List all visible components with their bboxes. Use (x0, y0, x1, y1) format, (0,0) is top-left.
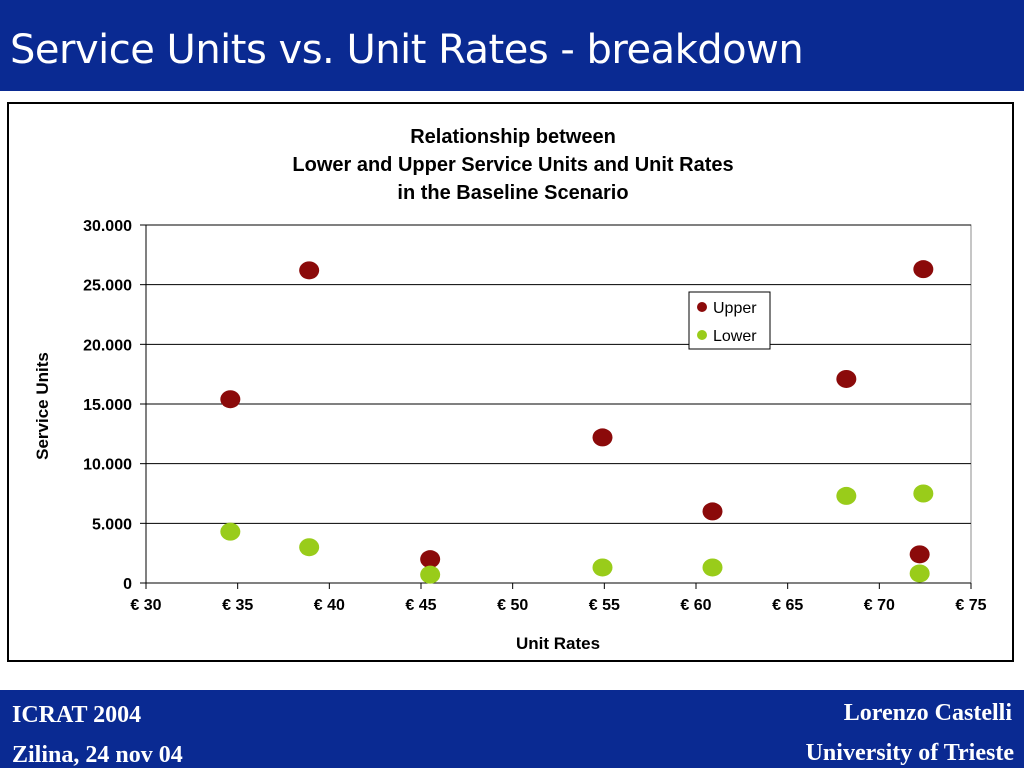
legend: Upper Lower (688, 291, 771, 350)
y-tick-label: 5.000 (92, 516, 132, 533)
data-points (220, 260, 934, 584)
chart-title-line-1: Relationship between (410, 126, 616, 148)
y-tick-label: 25.000 (83, 278, 132, 295)
x-tick-label: € 70 (864, 597, 895, 614)
x-axis-label: Unit Rates (516, 634, 600, 653)
legend-label-upper: Upper (713, 300, 757, 317)
conference-name: ICRAT 2004 (12, 702, 142, 728)
data-point-upper (592, 428, 613, 447)
x-tick-label: € 75 (955, 597, 986, 614)
x-tick-label: € 65 (772, 597, 803, 614)
axes: 0 5.000 10.000 15.000 20.000 25.000 30.000 € 30… (83, 218, 987, 614)
chart-title-line-3: in the Baseline Scenario (397, 182, 628, 204)
y-tick-label: 30.000 (83, 218, 132, 235)
data-point-upper (836, 369, 857, 388)
y-tick-label: 15.000 (83, 397, 132, 414)
x-tick-label: € 40 (314, 597, 345, 614)
x-tick-label: € 50 (497, 597, 528, 614)
author-affiliation: University of Trieste (805, 740, 1014, 766)
data-point-lower (836, 486, 857, 505)
data-point-lower (220, 522, 241, 541)
data-point-upper (702, 502, 723, 521)
chart-frame: Relationship between Lower and Upper Ser… (7, 102, 1014, 662)
chart-title: Relationship between Lower and Upper Ser… (292, 126, 733, 204)
y-tick-label: 0 (123, 576, 132, 593)
data-point-lower (702, 558, 723, 577)
data-point-upper (220, 390, 241, 409)
legend-label-lower: Lower (713, 328, 757, 345)
y-tick-label: 10.000 (83, 457, 132, 474)
data-point-upper (420, 550, 441, 569)
x-tick-label: € 55 (589, 597, 620, 614)
legend-marker-upper (697, 302, 707, 312)
author-name: Lorenzo Castelli (843, 700, 1012, 726)
data-point-lower (299, 538, 320, 557)
data-point-upper (913, 260, 934, 279)
data-point-lower (592, 558, 613, 577)
x-tick-label: € 60 (680, 597, 711, 614)
data-point-lower (913, 484, 934, 503)
x-tick-label: € 30 (130, 597, 161, 614)
data-point-upper (909, 545, 930, 564)
legend-marker-lower (697, 330, 707, 340)
y-axis-label: Service Units (33, 352, 52, 460)
y-tick-label: 20.000 (83, 337, 132, 354)
slide-title: Service Units vs. Unit Rates - breakdown (10, 27, 804, 73)
gridlines (146, 224, 971, 524)
slide-header: Service Units vs. Unit Rates - breakdown (0, 0, 1024, 91)
slide-footer: ICRAT 2004 Zilina, 24 nov 04 Lorenzo Cas… (0, 690, 1024, 768)
x-tick-label: € 45 (405, 597, 436, 614)
conference-location-date: Zilina, 24 nov 04 (12, 742, 183, 768)
x-tick-label: € 35 (222, 597, 253, 614)
chart-title-line-2: Lower and Upper Service Units and Unit R… (292, 154, 733, 176)
data-point-lower (909, 564, 930, 583)
data-point-lower (420, 565, 441, 584)
data-point-upper (299, 261, 320, 280)
scatter-chart: Relationship between Lower and Upper Ser… (33, 126, 987, 653)
